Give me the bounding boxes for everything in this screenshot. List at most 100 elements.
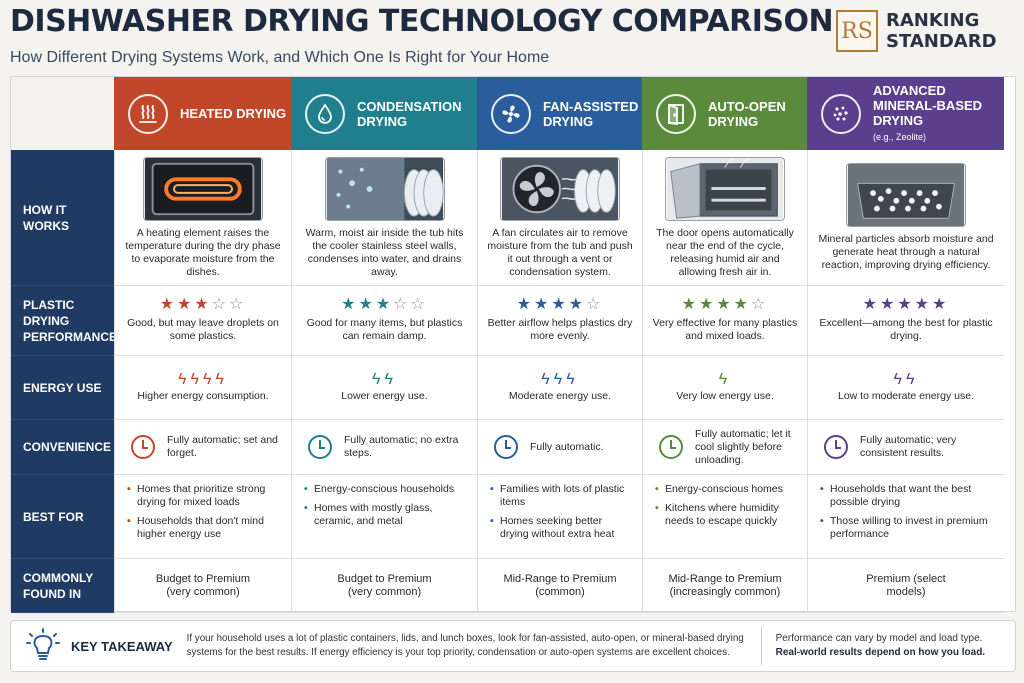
plastic-performance-cell: ★★★☆☆ Good for many items, but plastics c… [291,286,477,356]
convenience-cell: Fully automatic; no extra steps. [291,420,477,475]
energy-use-cell: ϟϟϟϟ Higher energy consumption. [114,356,291,420]
commonly-found-text: Premium (select models) [866,572,946,598]
logo-line-1: RANKING [886,10,980,31]
star-filled-icon: ★ [733,296,752,313]
convenience-text: Fully automatic; very consistent results… [860,434,957,459]
lightning-bolt-icon: ϟ [566,370,579,388]
how-it-works-text: Mineral particles absorb moisture and ge… [818,233,994,271]
lightning-bolt-icon: ϟ [215,370,228,388]
column-header-fan: FAN-ASSISTED DRYING [477,77,642,150]
logo-wordmark: RANKING STANDARD [886,10,997,52]
commonly-found-cell: Mid-Range to Premium (increasingly commo… [642,559,807,613]
star-filled-icon: ★ [533,296,552,313]
clock-icon [131,435,155,459]
star-filled-icon: ★ [897,296,915,313]
condensation-illustration [324,156,445,221]
energy-use-cell: ϟϟϟ Moderate energy use. [477,356,642,420]
takeaway-note-2: Real-world results depend on how you loa… [775,647,986,658]
brand-logo: RS RANKING STANDARD [836,10,997,52]
fan-icon [491,93,531,134]
lightbulb-icon [26,628,60,660]
convenience-cell: Fully automatic. [477,420,642,475]
column-header-heated: HEATED DRYING [114,77,291,150]
column-header-condensation: CONDENSATION DRYING [291,77,477,150]
plastic-performance-text: Very effective for many plastics and mix… [652,317,798,342]
convenience-text: Fully automatic. [530,440,604,453]
lightning-bolt-icon: ϟ [384,370,397,388]
column-title-wrap: FAN-ASSISTED DRYING [543,99,642,129]
row-label-plastic: PLASTIC DRYING PERFORMANCE [11,286,117,356]
column-title-wrap: CONDENSATION DRYING [357,99,477,129]
energy-bolts: ϟ [718,370,732,388]
star-rating: ★★★★★ [862,296,950,313]
page-title: DISHWASHER DRYING TECHNOLOGY COMPARISON [10,4,834,39]
clock-icon [659,435,683,459]
column-title: FAN-ASSISTED DRYING [543,98,639,129]
star-rating: ★★★☆☆ [160,296,247,313]
best-for-item: Energy-conscious homes [655,483,797,496]
best-for-item: Households that don't mind higher energy… [127,515,281,541]
star-filled-icon: ★ [568,296,587,313]
key-takeaway-box: KEY TAKEAWAY If your household uses a lo… [10,620,1016,672]
takeaway-note-1: Performance can vary by model and load t… [775,633,983,644]
how-it-works-cell: Warm, moist air inside the tub hits the … [291,150,477,286]
takeaway-note: Performance can vary by model and load t… [776,632,985,660]
commonly-found-cell: Mid-Range to Premium (common) [477,559,642,613]
plastic-performance-text: Good for many items, but plastics can re… [306,317,463,342]
plastic-performance-text: Good, but may leave droplets on some pla… [127,317,279,342]
lightning-bolt-icon: ϟ [372,370,385,388]
energy-bolts: ϟϟ [893,370,919,388]
heat-waves-icon [128,93,168,134]
how-it-works-cell: A heating element raises the temperature… [114,150,291,286]
energy-use-text: Lower energy use. [341,389,428,402]
lightning-bolt-icon: ϟ [541,370,554,388]
star-filled-icon: ★ [862,296,880,313]
mineral-illustration [846,163,966,227]
row-label-energy: ENERGY USE [11,356,114,420]
best-for-item: Homes seeking better drying without extr… [490,515,632,541]
column-title-wrap: HEATED DRYING [180,106,286,121]
plastic-performance-cell: ★★★☆☆ Good, but may leave droplets on som… [114,286,291,356]
best-for-cell: Energy-conscious households Homes with mo… [291,475,477,559]
commonly-found-cell: Premium (select models) [807,559,1004,613]
commonly-found-text: Mid-Range to Premium (common) [503,572,617,598]
best-for-list: Energy-conscious households Homes with mo… [304,483,467,534]
energy-use-text: Low to moderate energy use. [838,389,974,402]
heated-illustration [143,156,263,221]
best-for-item: Families with lots of plastic items [490,483,632,509]
star-filled-icon: ★ [914,296,933,313]
star-filled-icon: ★ [681,296,699,313]
clock-icon [308,435,332,459]
convenience-cell: Fully automatic; let it cool slightly be… [642,420,807,475]
open-door-icon [656,93,696,134]
convenience-text: Fully automatic; let it cool slightly be… [695,427,791,466]
energy-bolts: ϟϟϟ [541,370,579,388]
energy-use-text: Moderate energy use. [508,389,612,402]
plastic-performance-cell: ★★★★★ Excellent—among the best for plasti… [807,286,1004,356]
lightning-bolt-icon: ϟ [893,370,906,388]
lightning-bolt-icon: ϟ [190,370,203,388]
comparison-table: HEATED DRYING CONDENSATION DRYING FAN-ASSI… [10,76,1016,613]
how-it-works-cell: Mineral particles absorb moisture and ge… [807,150,1004,286]
lightning-bolt-icon: ϟ [718,370,732,388]
how-it-works-cell: The door opens automatically near the en… [642,150,807,286]
convenience-text: Fully automatic; set and forget. [167,434,278,459]
energy-use-cell: ϟ Very low energy use. [642,356,807,420]
column-title: ADVANCED MINERAL-BASED DRYING [873,82,983,128]
water-drop-icon [305,93,345,134]
column-title: HEATED DRYING [180,106,287,121]
star-empty-icon: ☆ [410,296,428,313]
column-header-autoopen: AUTO-OPEN DRYING [642,77,807,150]
best-for-item: Homes that prioritize strong drying for … [127,483,281,509]
plastic-performance-text: Excellent—among the best for plastic dry… [819,317,993,342]
best-for-cell: Homes that prioritize strong drying for … [114,475,291,559]
how-it-works-text: A heating element raises the temperature… [125,226,281,278]
best-for-item: Kitchens where humidity needs to escape … [655,502,797,528]
best-for-item: Homes with mostly glass, ceramic, and me… [304,502,467,528]
clock-icon [824,435,848,459]
star-empty-icon: ☆ [393,296,411,313]
how-it-works-text: Warm, moist air inside the tub hits the … [305,226,464,278]
commonly-found-text: Budget to Premium (very common) [155,572,251,598]
star-filled-icon: ★ [176,296,195,313]
star-empty-icon: ☆ [211,296,230,313]
